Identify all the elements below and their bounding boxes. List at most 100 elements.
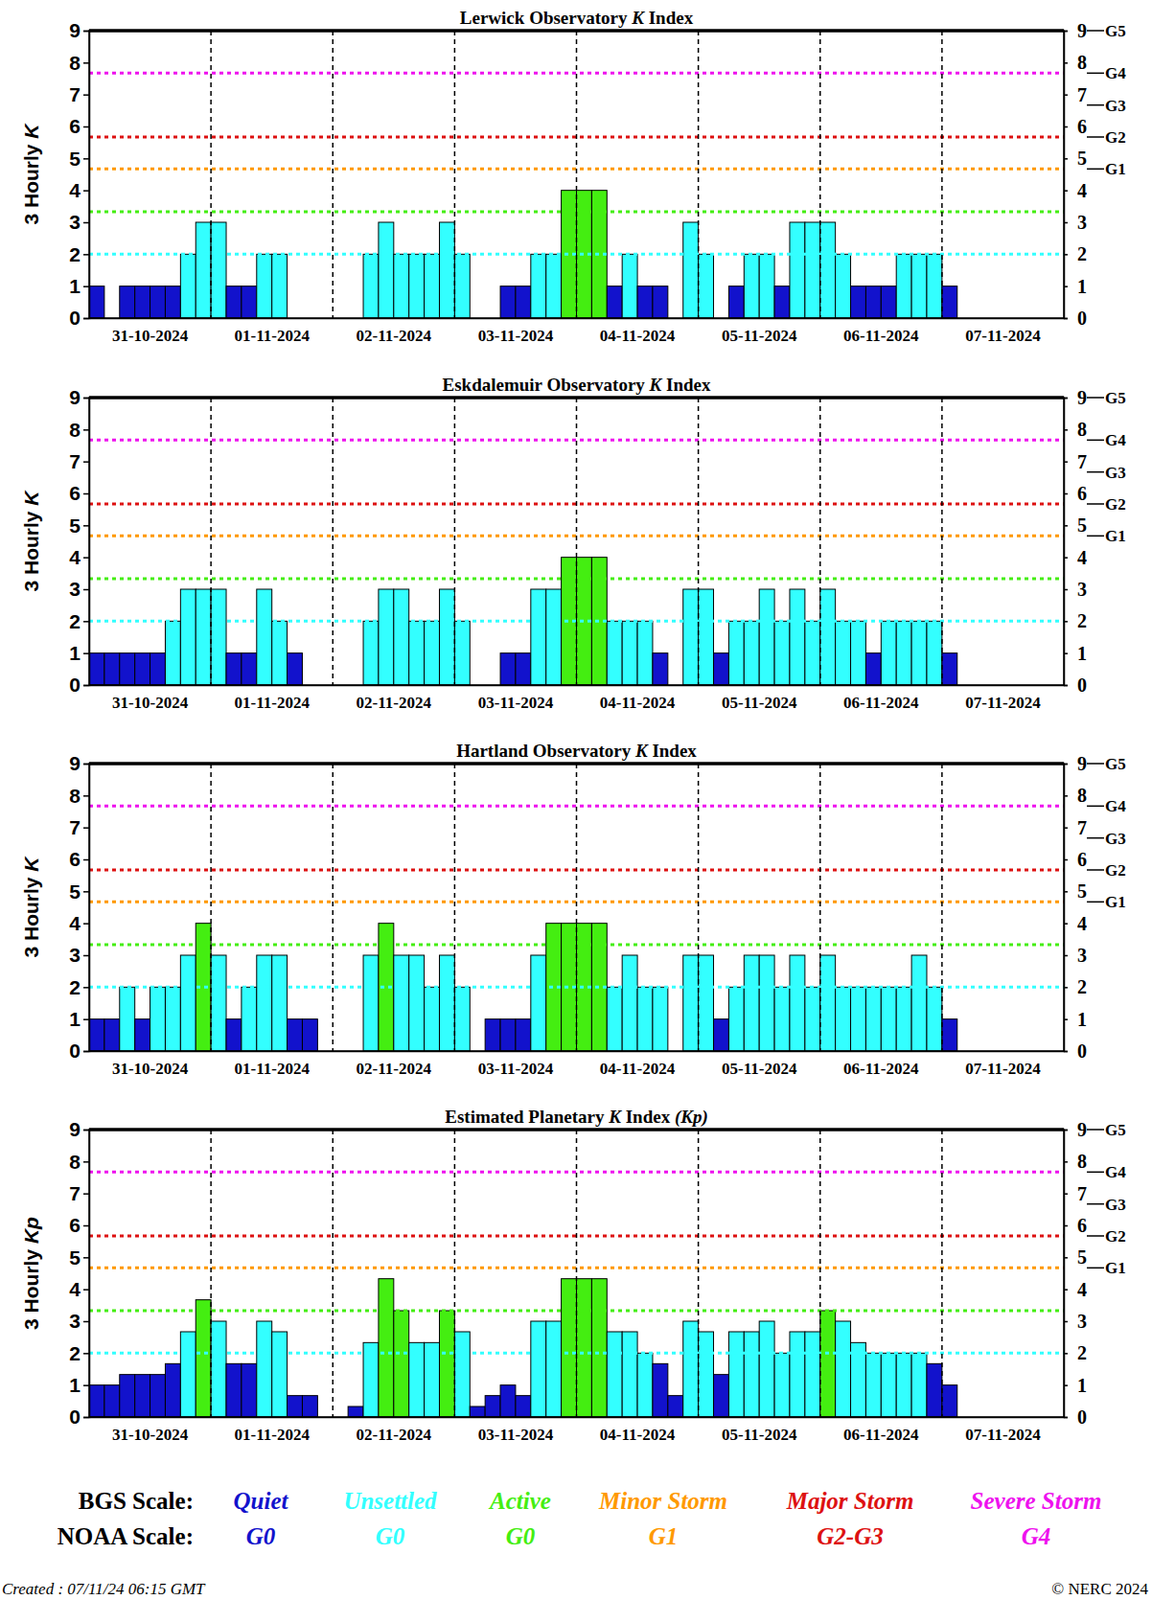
y-axis-label: 3 Hourly K xyxy=(20,489,43,593)
noaa-tick-mark xyxy=(1086,1267,1105,1270)
y-tick-mark xyxy=(83,285,90,288)
text-part: K xyxy=(648,374,667,395)
x-tick: 06-11-2024 xyxy=(843,318,920,346)
x-tick-label: 01-11-2024 xyxy=(233,1426,310,1445)
y2-tick-mark xyxy=(1063,1129,1068,1132)
noaa-tick-label: G5 xyxy=(1105,1121,1127,1140)
legend-entry: Major Storm xyxy=(785,1488,915,1515)
x-tick: 07-11-2024 xyxy=(965,1051,1041,1079)
x-tick: 02-11-2024 xyxy=(356,685,433,713)
bar xyxy=(363,955,379,1052)
plot-frame xyxy=(89,1129,1064,1418)
y-tick-mark xyxy=(83,1257,90,1260)
bar xyxy=(942,286,958,319)
bar xyxy=(637,286,653,319)
bar xyxy=(515,1019,531,1052)
panel: Estimated Planetary K Index (Kp)3 Hourly… xyxy=(20,1106,1127,1445)
y-tick: 9 xyxy=(69,386,90,409)
x-tick: 01-11-2024 xyxy=(233,1417,310,1445)
legend-noaa: G0 xyxy=(375,1523,406,1550)
x-tick: 01-11-2024 xyxy=(233,1051,310,1079)
bar xyxy=(683,1321,699,1418)
panel: Hartland Observatory K Index3 Hourly K01… xyxy=(20,740,1127,1079)
x-tick-label: 31-10-2024 xyxy=(112,693,189,713)
x-tick-label: 06-11-2024 xyxy=(843,326,920,346)
x-tick-label: 07-11-2024 xyxy=(965,1059,1041,1079)
y-tick: 2 xyxy=(69,976,90,999)
y-axis: 0123456789 xyxy=(69,1118,90,1429)
legend-entry: Quiet xyxy=(233,1488,290,1515)
bar xyxy=(698,955,715,1052)
y2-tick: 5 xyxy=(1063,514,1087,536)
legend: BGS Scale:NOAA Scale:QuietG0UnsettledG0A… xyxy=(57,1488,1103,1550)
noaa-tick-label: G1 xyxy=(1105,893,1127,912)
bar xyxy=(759,253,775,319)
y-tick-label: 8 xyxy=(69,51,81,74)
bar xyxy=(698,253,715,319)
y2-tick: 6 xyxy=(1063,849,1087,871)
bar xyxy=(515,286,531,319)
y2-tick-mark xyxy=(1063,1417,1068,1420)
day-separator xyxy=(819,1129,822,1418)
y-tick-label: 3 xyxy=(69,210,81,233)
bar xyxy=(272,955,288,1052)
y-tick-mark xyxy=(83,1353,90,1356)
y2-tick-label: 0 xyxy=(1077,1040,1087,1062)
y2-tick-label: 7 xyxy=(1077,1183,1087,1205)
bar xyxy=(135,653,151,686)
bar xyxy=(652,987,669,1052)
bar xyxy=(180,589,196,686)
x-tick: 04-11-2024 xyxy=(599,1051,676,1079)
y2-tick-label: 7 xyxy=(1077,451,1087,473)
y-tick-mark xyxy=(83,987,90,990)
y2-tick-mark xyxy=(1063,556,1068,559)
bar xyxy=(805,222,821,319)
y2-tick: 8 xyxy=(1063,418,1087,440)
y2-tick-label: 5 xyxy=(1077,1246,1087,1268)
y2-tick: 6 xyxy=(1063,115,1087,138)
y2-tick: 3 xyxy=(1063,211,1087,233)
x-tick-label: 07-11-2024 xyxy=(965,326,1041,346)
text-part: 3 xyxy=(20,1313,43,1331)
x-tick-label: 31-10-2024 xyxy=(112,326,189,346)
bar xyxy=(210,222,227,319)
y2-tick-label: 6 xyxy=(1077,1215,1087,1237)
x-axis: 31-10-202401-11-202402-11-202403-11-2024… xyxy=(90,685,1065,713)
bar xyxy=(195,222,211,319)
y2-tick-label: 0 xyxy=(1077,307,1087,329)
y-tick-label: 0 xyxy=(69,1039,81,1062)
y-tick-mark xyxy=(83,891,90,894)
y-tick-label: 1 xyxy=(69,642,81,665)
x-axis-line xyxy=(90,1051,1065,1054)
bar xyxy=(622,253,638,319)
legend-entry: Severe Storm xyxy=(970,1488,1103,1515)
day-separator xyxy=(576,1129,578,1418)
y2-tick: 4 xyxy=(1063,180,1087,202)
bar xyxy=(942,653,958,686)
y-tick-label: 6 xyxy=(69,115,81,138)
bar xyxy=(454,253,470,319)
y-tick-mark xyxy=(83,1225,90,1228)
y-tick-label: 7 xyxy=(69,450,81,473)
bar xyxy=(150,286,166,319)
day-separator xyxy=(332,763,335,1052)
bar xyxy=(714,653,730,686)
noaa-tick-label: G1 xyxy=(1105,160,1127,179)
bar xyxy=(515,653,531,686)
bar xyxy=(606,987,623,1052)
y-tick: 0 xyxy=(69,306,90,329)
text-part: Lerwick xyxy=(460,7,530,28)
y-tick-label: 1 xyxy=(69,1374,81,1397)
x-tick-label: 31-10-2024 xyxy=(112,1426,189,1445)
y2-tick: 9 xyxy=(1063,753,1087,775)
day-separator xyxy=(454,763,457,1052)
bar xyxy=(820,955,836,1052)
y2-tick-label: 9 xyxy=(1077,753,1087,775)
y-tick: 3 xyxy=(69,1310,90,1333)
footer-copyright: © NERC 2024 xyxy=(1051,1580,1149,1599)
y-tick-mark xyxy=(83,556,90,559)
bar xyxy=(637,1353,653,1418)
bar xyxy=(363,253,379,319)
x-tick-label: 02-11-2024 xyxy=(356,1426,433,1445)
y-tick: 7 xyxy=(69,816,90,839)
